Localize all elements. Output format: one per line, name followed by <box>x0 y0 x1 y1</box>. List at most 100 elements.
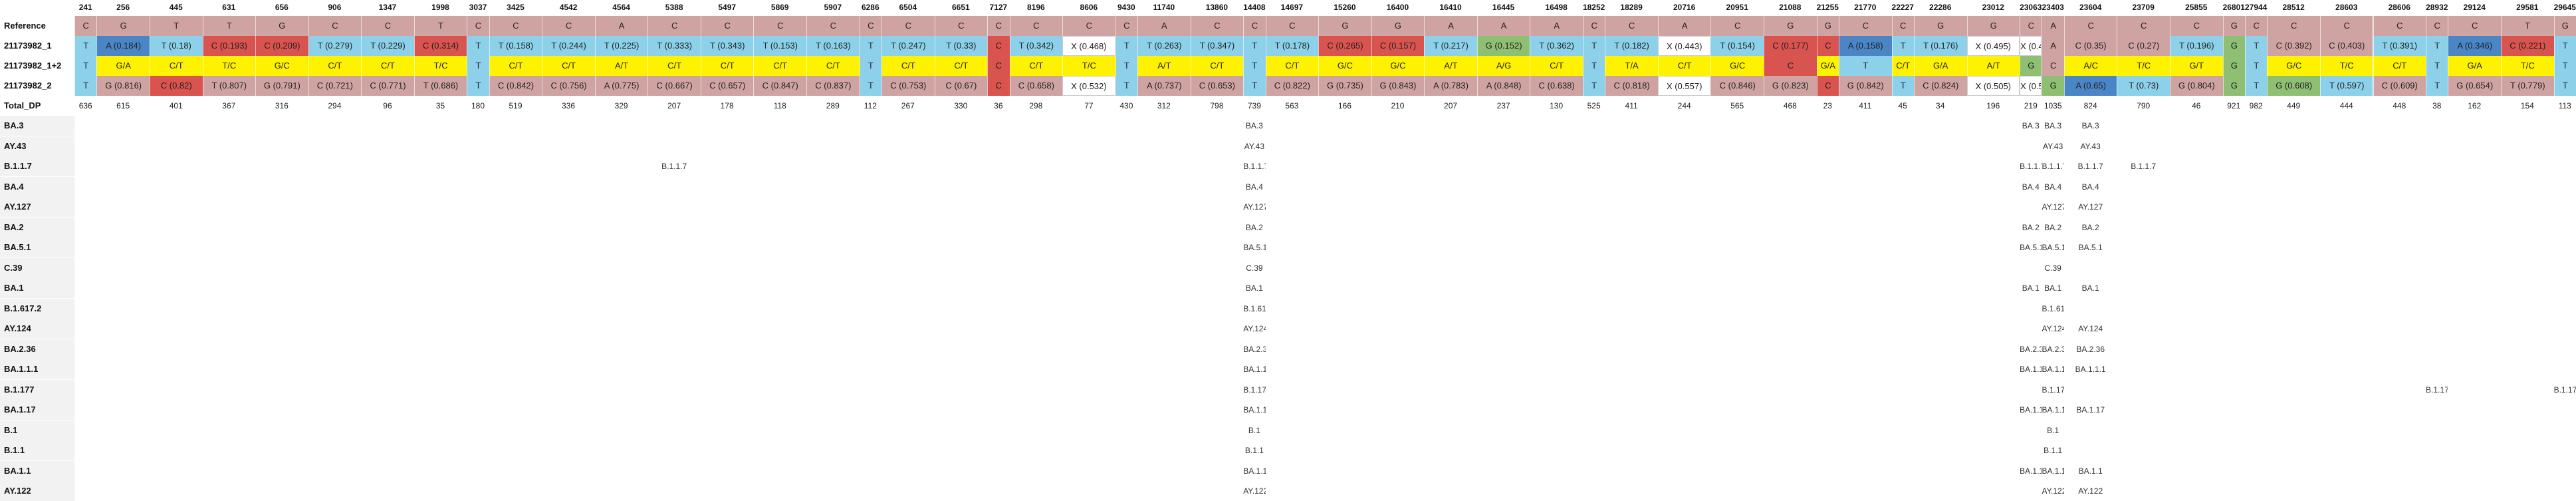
lineage-label: B.1.617.2 <box>0 298 74 319</box>
position-header: 6504 <box>899 3 917 12</box>
reference-cell: C <box>700 16 754 36</box>
reference-cell: C <box>859 16 882 36</box>
sample-2-cell: C (0.721) <box>308 76 362 96</box>
lineage-mark: BA.1.1 <box>1243 466 1266 476</box>
sample-1-cell: T <box>2244 36 2268 56</box>
lineage-row: B.1.177 B.1.177 B.1.177 B.1.177 B.1.177 <box>0 379 2576 400</box>
sample-1-plus-2-cell: C/T <box>149 56 203 76</box>
sample-2-cell: G (0.816) <box>96 76 150 96</box>
total-dp-cell: 210 <box>1391 101 1405 110</box>
sample-2-cell: A (0.783) <box>1424 76 1477 96</box>
sample-2-cell: T (0.686) <box>413 76 467 96</box>
total-dp-cell: 525 <box>1587 101 1601 110</box>
sample-2-cell: C (0.756) <box>542 76 595 96</box>
position-header: 28603 <box>2335 3 2358 12</box>
sample-2-cell: A (0.848) <box>1476 76 1530 96</box>
sample-1-cell: T (0.362) <box>1530 36 1583 56</box>
total-dp-cell: 96 <box>383 101 392 110</box>
total-dp-cell: 244 <box>1677 101 1691 110</box>
position-header: 23709 <box>2132 3 2155 12</box>
sample-1-cell: C (0.403) <box>2319 36 2373 56</box>
total-dp-cell: 35 <box>435 101 445 110</box>
lineage-mark: BA.1.1.1 <box>2075 365 2106 374</box>
sample-2-cell: T <box>2426 76 2448 96</box>
sample-1-cell: X (0.468) <box>1062 36 1115 56</box>
lineage-label: BA.1.1 <box>0 460 74 481</box>
reference-cell: C <box>1891 16 1914 36</box>
lineage-label: B.1 <box>0 420 74 440</box>
total-dp-cell: 615 <box>116 101 130 110</box>
total-dp-cell: 38 <box>2432 101 2442 110</box>
sample-1-plus-2-cell: T <box>74 56 97 76</box>
sample-1-cell: T (0.333) <box>647 36 701 56</box>
lineage-mark: BA.4 <box>1245 182 1263 192</box>
sample-1-cell: C (0.314) <box>413 36 467 56</box>
sample-2-cell: G (0.608) <box>2267 76 2320 96</box>
reference-cell: C <box>2373 16 2426 36</box>
sample-2-cell: C (0.753) <box>881 76 935 96</box>
sample-1-plus-2-row: 21173982_1+2 T G/A C/T T/C G/C C/T C/T T/C T C/T C/… <box>0 56 2576 76</box>
total-dp-cell: 739 <box>1247 101 1261 110</box>
position-header: 22227 <box>1891 3 1914 12</box>
sample-2-cell: A (0.737) <box>1137 76 1191 96</box>
sample-2-cell: C (0.653) <box>1190 76 1244 96</box>
sample-1-plus-2-cell: C/T <box>647 56 701 76</box>
total-dp-cell: 34 <box>1936 101 1945 110</box>
sample-1-plus-2-cell: C/T <box>1265 56 1319 76</box>
reference-cell: A <box>2042 16 2064 36</box>
sample-1-plus-2-cell: A/G <box>1476 56 1530 76</box>
sample-2-cell: C (0.822) <box>1265 76 1319 96</box>
reference-cell: C <box>1582 16 1605 36</box>
sample-1-plus-2-cell: C/T <box>1009 56 1063 76</box>
total-dp-cell: 166 <box>1338 101 1351 110</box>
sample-1-cell: T (0.196) <box>2170 36 2223 56</box>
lineage-mark: BA.1 <box>1245 283 1263 293</box>
sample-1-plus-2-cell: C/T <box>806 56 860 76</box>
sample-1-cell: G (0.152) <box>1476 36 1530 56</box>
total-dp-cell: 336 <box>562 101 576 110</box>
reference-cell: C <box>2267 16 2320 36</box>
sample-2-cell: T <box>2553 76 2576 96</box>
sample-1-plus-2-cell: C/T <box>881 56 935 76</box>
lineage-label: BA.4 <box>0 176 74 197</box>
reference-cell: A <box>594 16 648 36</box>
sample-1-cell: T (0.342) <box>1009 36 1063 56</box>
lineage-mark: B.1 <box>2047 425 2059 435</box>
total-dp-cell: 312 <box>1157 101 1171 110</box>
sample-1-plus-2-cell: G/C <box>1318 56 1371 76</box>
total-dp-cell: 430 <box>1119 101 1133 110</box>
sample-1-cell: C (0.157) <box>1371 36 1425 56</box>
sample-2-cell: T <box>1243 76 1266 96</box>
reference-cell: T <box>413 16 467 36</box>
position-header: 7127 <box>989 3 1008 12</box>
lineage-row: C.39 C.39 C.39 <box>0 257 2576 278</box>
lineage-mark: BA.1 <box>2081 283 2099 293</box>
lineage-row: BA.5.1 BA.5.1 BA.5.1 BA.5.1 BA.5.1 <box>0 238 2576 257</box>
lineage-mark: BA.1.1.1 <box>1243 365 1266 374</box>
lineage-mark: BA.4 <box>2022 182 2040 192</box>
sample-1-cell: X (0.495) <box>1966 36 2020 56</box>
lineage-label: BA.2 <box>0 217 74 238</box>
lineage-mark: B.1.617.2 <box>2042 303 2064 313</box>
lineage-label: AY.127 <box>0 197 74 217</box>
position-header: 4542 <box>559 3 578 12</box>
lineage-mark: BA.1.1 <box>2042 466 2064 476</box>
reference-cell: C <box>308 16 362 36</box>
sample-1-cell: T <box>859 36 882 56</box>
total-dp-cell: 178 <box>720 101 734 110</box>
sample-1-plus-2-cell: G/T <box>2170 56 2223 76</box>
position-header: 28932 <box>2426 3 2448 12</box>
total-dp-cell: 519 <box>509 101 523 110</box>
sample-1-plus-2-cell: T/A <box>1605 56 1658 76</box>
position-header: 14408 <box>1243 3 1266 12</box>
position-header: 23403 <box>2042 3 2064 12</box>
sample-1-plus-2-cell: T <box>2553 56 2576 76</box>
reference-cell: C <box>1115 16 1138 36</box>
reference-cell: C <box>2244 16 2268 36</box>
sample-1-cell: T <box>1243 36 1266 56</box>
sample-1-row: 21173982_1 T A (0.184) T (0.18) C (0.193) C (… <box>0 36 2576 56</box>
lineage-label: BA.2.36 <box>0 339 74 359</box>
sample-1-cell: T <box>2553 36 2576 56</box>
sample-2-cell: T <box>1582 76 1605 96</box>
sample-1-plus-2-cell: G/C <box>255 56 308 76</box>
